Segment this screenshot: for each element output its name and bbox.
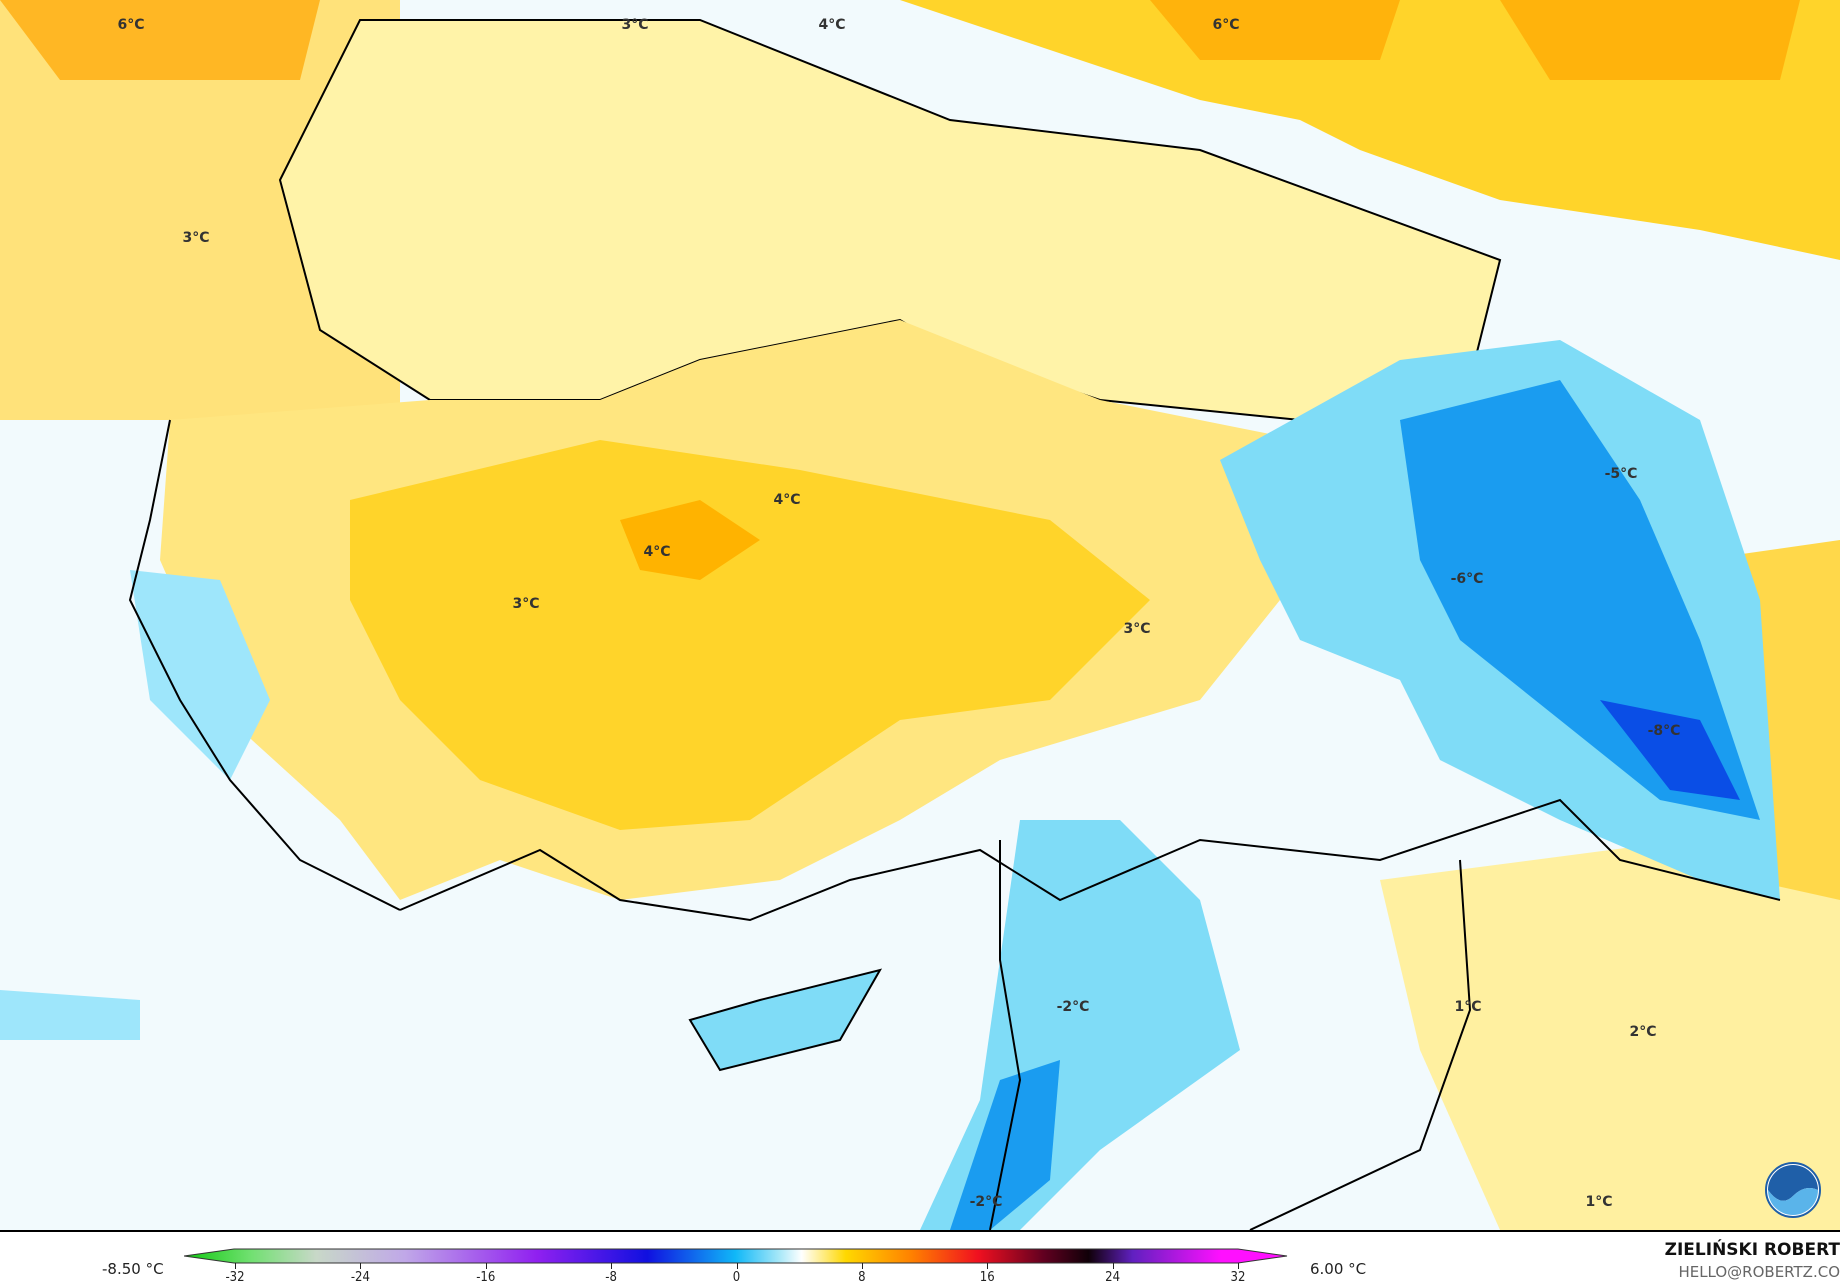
temp-label: 4°C bbox=[773, 492, 801, 508]
temp-label: 6°C bbox=[1212, 17, 1240, 33]
coastline-aegean bbox=[128, 419, 401, 911]
coastline-south bbox=[399, 798, 1781, 922]
temp-label: -5°C bbox=[1604, 466, 1638, 482]
colorbar-tick-mark bbox=[987, 1263, 989, 1269]
colorbar-tick-mark bbox=[485, 1263, 487, 1269]
colorbar-tick-label: -32 bbox=[225, 1270, 245, 1285]
warm-peak bbox=[620, 500, 760, 580]
colorbar-tick-label: 16 bbox=[979, 1270, 995, 1285]
colorbar-tick-mark bbox=[360, 1263, 362, 1269]
border-syria-iraq bbox=[1249, 859, 1472, 1230]
colorbar-tick-label: -8 bbox=[605, 1270, 617, 1285]
colorbar-tick-mark bbox=[611, 1263, 613, 1269]
temp-label: 4°C bbox=[643, 544, 671, 560]
max-value-label: 6.00 °C bbox=[1310, 1260, 1367, 1278]
colorbar-tick-mark bbox=[235, 1263, 236, 1269]
temp-label: 1°C bbox=[1454, 999, 1482, 1015]
colorbar-legend: -8.50 °C - bbox=[0, 1232, 1840, 1287]
author-email: HELLO@ROBERTZ.CO bbox=[1678, 1263, 1840, 1281]
temp-label: 1°C bbox=[1585, 1194, 1613, 1210]
temp-label: 4°C bbox=[818, 17, 846, 33]
cyprus bbox=[688, 968, 883, 1072]
warm-region-north bbox=[0, 0, 1840, 260]
colorbar-tick-label: -24 bbox=[350, 1270, 370, 1285]
colorbar-tick-mark bbox=[1238, 1263, 1239, 1269]
cold-region-aegean bbox=[0, 570, 270, 1040]
temp-label: -6°C bbox=[1450, 571, 1484, 587]
colorbar-tick-mark bbox=[736, 1263, 738, 1269]
colorbar bbox=[184, 1248, 1288, 1264]
temp-label: -8°C bbox=[1647, 723, 1681, 739]
coastline-levant bbox=[989, 840, 1022, 1230]
cold-deep-east bbox=[1600, 700, 1740, 800]
colorbar-tick-label: -16 bbox=[476, 1270, 496, 1285]
colorbar-tick-mark bbox=[1112, 1263, 1114, 1269]
colorbar-tick-label: 0 bbox=[732, 1270, 741, 1285]
temp-label: 3°C bbox=[512, 596, 540, 612]
colorbar-tick-mark bbox=[861, 1263, 863, 1269]
cold-core-east bbox=[1400, 380, 1760, 820]
temp-label: 3°C bbox=[182, 230, 210, 246]
warm-region-orange-north bbox=[0, 0, 1800, 80]
warm-core-anatolia bbox=[350, 440, 1150, 830]
temp-label: 6°C bbox=[117, 17, 145, 33]
temperature-anomaly-map bbox=[0, 0, 1840, 1232]
warm-region-southeast bbox=[1380, 820, 1840, 1230]
colorbar-tick-label: 8 bbox=[858, 1270, 866, 1285]
min-value-label: -8.50 °C bbox=[102, 1260, 164, 1278]
temp-label: 3°C bbox=[621, 17, 649, 33]
noaa-logo bbox=[1765, 1162, 1821, 1218]
temp-label: -2°C bbox=[1056, 999, 1090, 1015]
warm-region-northwest bbox=[0, 0, 400, 420]
temp-label: 2°C bbox=[1629, 1024, 1657, 1040]
colorbar-tick-label: 32 bbox=[1230, 1270, 1246, 1285]
temp-label: 3°C bbox=[1123, 621, 1151, 637]
cold-core-levant bbox=[950, 1060, 1060, 1230]
temp-label: -2°C bbox=[969, 1194, 1003, 1210]
author-credit: ZIELIŃSKI ROBERT bbox=[1664, 1240, 1840, 1260]
colorbar-tick-label: 24 bbox=[1105, 1270, 1121, 1285]
